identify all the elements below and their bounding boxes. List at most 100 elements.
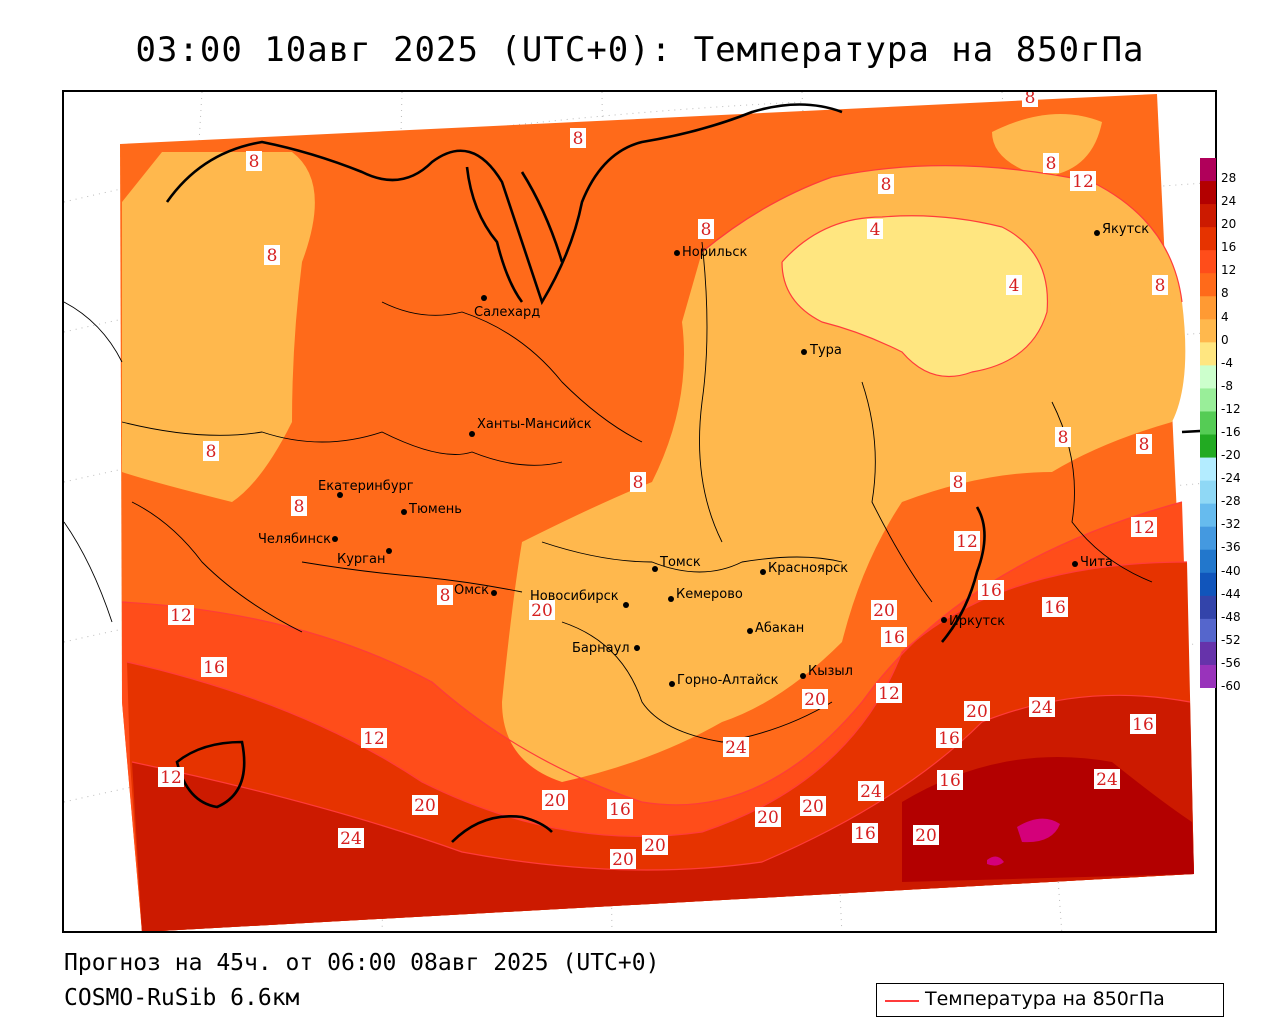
svg-text:16: 16 bbox=[203, 658, 225, 678]
colorbar-tick-label: 28 bbox=[1221, 171, 1237, 185]
svg-text:8: 8 bbox=[701, 220, 712, 240]
city-tyumen: Тюмень bbox=[401, 502, 462, 517]
svg-text:Иркутск: Иркутск bbox=[949, 614, 1005, 629]
svg-text:Красноярск: Красноярск bbox=[768, 561, 848, 576]
colorbar-tick-label: -16 bbox=[1221, 425, 1241, 439]
legend: Температура на 850гПа bbox=[876, 983, 1224, 1017]
svg-text:8: 8 bbox=[881, 175, 892, 195]
isoline-label: 20 bbox=[871, 600, 897, 621]
colorbar-cell bbox=[1200, 204, 1216, 228]
svg-text:Тура: Тура bbox=[809, 343, 842, 358]
legend-label: Температура на 850гПа bbox=[925, 988, 1165, 1010]
isoline-label: 12 bbox=[1070, 171, 1096, 192]
svg-text:Барнаул: Барнаул bbox=[572, 641, 630, 656]
isoline-label: 20 bbox=[964, 701, 990, 722]
isoline-label: 16 bbox=[201, 657, 227, 678]
svg-text:8: 8 bbox=[1155, 276, 1166, 296]
svg-text:Кемерово: Кемерово bbox=[676, 587, 743, 602]
svg-text:12: 12 bbox=[878, 684, 900, 704]
svg-text:12: 12 bbox=[363, 729, 385, 749]
svg-text:16: 16 bbox=[609, 800, 631, 820]
colorbar-cell bbox=[1200, 434, 1216, 459]
colorbar-cell bbox=[1200, 549, 1216, 574]
isoline-label: 8 bbox=[878, 174, 894, 195]
coastline bbox=[165, 103, 1215, 843]
city-omsk: Омск bbox=[454, 583, 497, 598]
isoline-label: 12 bbox=[876, 683, 902, 704]
temperature-map: Норильск Салехард Тура Якутск Ханты-Манс… bbox=[64, 92, 1215, 931]
svg-text:24: 24 bbox=[1096, 770, 1118, 790]
isoline-label: 16 bbox=[978, 580, 1004, 601]
colorbar-tick-label: 4 bbox=[1221, 309, 1229, 324]
colorbar-tick-label: 20 bbox=[1221, 217, 1237, 232]
colorbar-tick-label: -36 bbox=[1221, 540, 1241, 555]
svg-text:20: 20 bbox=[612, 850, 634, 870]
isotherms bbox=[121, 165, 1191, 871]
colorbar-tick-label: -20 bbox=[1221, 448, 1241, 463]
svg-text:16: 16 bbox=[854, 824, 876, 844]
legend-line-swatch bbox=[885, 1000, 919, 1002]
colorbar-tick-label: -44 bbox=[1221, 586, 1241, 601]
city-kurgan: Курган bbox=[337, 548, 392, 567]
city-kyzyl: Кызыл bbox=[800, 664, 853, 679]
svg-text:Курган: Курган bbox=[337, 552, 385, 567]
cold-core bbox=[782, 215, 1048, 377]
city-khanty-mansiysk: Ханты-Мансийск bbox=[469, 417, 592, 437]
svg-text:20: 20 bbox=[531, 601, 553, 621]
isoline-label: 20 bbox=[800, 796, 826, 817]
isoline-label: 8 bbox=[246, 151, 262, 172]
colorbar-cell bbox=[1200, 158, 1216, 182]
svg-text:20: 20 bbox=[544, 791, 566, 811]
svg-text:20: 20 bbox=[802, 797, 824, 817]
colorbar-cell bbox=[1200, 273, 1216, 297]
city-irkutsk: Иркутск bbox=[941, 614, 1005, 629]
city-tomsk: Томск bbox=[652, 555, 701, 572]
svg-text:24: 24 bbox=[725, 738, 747, 758]
colorbar-tick-label: -8 bbox=[1221, 378, 1233, 393]
svg-text:8: 8 bbox=[249, 152, 260, 172]
colorbar-tick-label: -12 bbox=[1221, 401, 1241, 416]
isoline-label: 8 bbox=[1152, 275, 1168, 296]
svg-text:Ханты-Мансийск: Ханты-Мансийск bbox=[477, 417, 592, 432]
city-tura: Тура bbox=[801, 343, 842, 358]
isoline-label: 8 bbox=[1055, 427, 1071, 448]
isoline-label: 20 bbox=[412, 795, 438, 816]
isoline-label: 4 bbox=[867, 219, 883, 240]
map-area[interactable]: Норильск Салехард Тура Якутск Ханты-Манс… bbox=[62, 90, 1217, 933]
svg-text:8: 8 bbox=[294, 497, 305, 517]
colorbar-cell bbox=[1200, 641, 1216, 666]
svg-text:20: 20 bbox=[414, 796, 436, 816]
svg-text:16: 16 bbox=[1132, 715, 1154, 735]
svg-text:20: 20 bbox=[915, 826, 937, 846]
city-norilsk: Норильск bbox=[674, 245, 748, 260]
isoline-label: 20 bbox=[610, 849, 636, 870]
isoline-label: 16 bbox=[1042, 597, 1068, 618]
svg-text:Якутск: Якутск bbox=[1102, 222, 1149, 237]
city-kemerovo: Кемерово bbox=[668, 587, 743, 602]
colorbar-tick-label: -60 bbox=[1221, 679, 1241, 693]
svg-text:16: 16 bbox=[883, 628, 905, 648]
isoline-label: 12 bbox=[158, 767, 184, 788]
svg-text:16: 16 bbox=[939, 771, 961, 791]
city-yakutsk: Якутск bbox=[1094, 222, 1149, 237]
colorbar-tick-label: -40 bbox=[1221, 563, 1241, 578]
colorbar-tick-label: -56 bbox=[1221, 655, 1241, 670]
svg-text:8: 8 bbox=[1025, 92, 1036, 108]
svg-text:8: 8 bbox=[1139, 435, 1150, 455]
isoline-label: 16 bbox=[881, 627, 907, 648]
isoline-label: 4 bbox=[1006, 275, 1022, 296]
city-barnaul: Барнаул bbox=[572, 641, 640, 656]
svg-text:12: 12 bbox=[1072, 172, 1094, 192]
colorbar-cell bbox=[1200, 388, 1216, 412]
colorbar-cell bbox=[1200, 319, 1216, 343]
colorbar-tick-label: -48 bbox=[1221, 609, 1241, 624]
colorbar-cell bbox=[1200, 457, 1216, 482]
isoline-label: 8 bbox=[291, 496, 307, 517]
colorbar-tick-label: -52 bbox=[1221, 632, 1241, 647]
model-name: COSMO-RuSib 6.6км bbox=[64, 985, 300, 1011]
isoline-label: 8 bbox=[698, 219, 714, 240]
svg-text:8: 8 bbox=[440, 586, 451, 606]
isoline-label: 12 bbox=[168, 605, 194, 626]
city-gorno-altaysk: Горно-Алтайск bbox=[669, 673, 779, 688]
city-chelyabinsk: Челябинск bbox=[258, 532, 338, 547]
